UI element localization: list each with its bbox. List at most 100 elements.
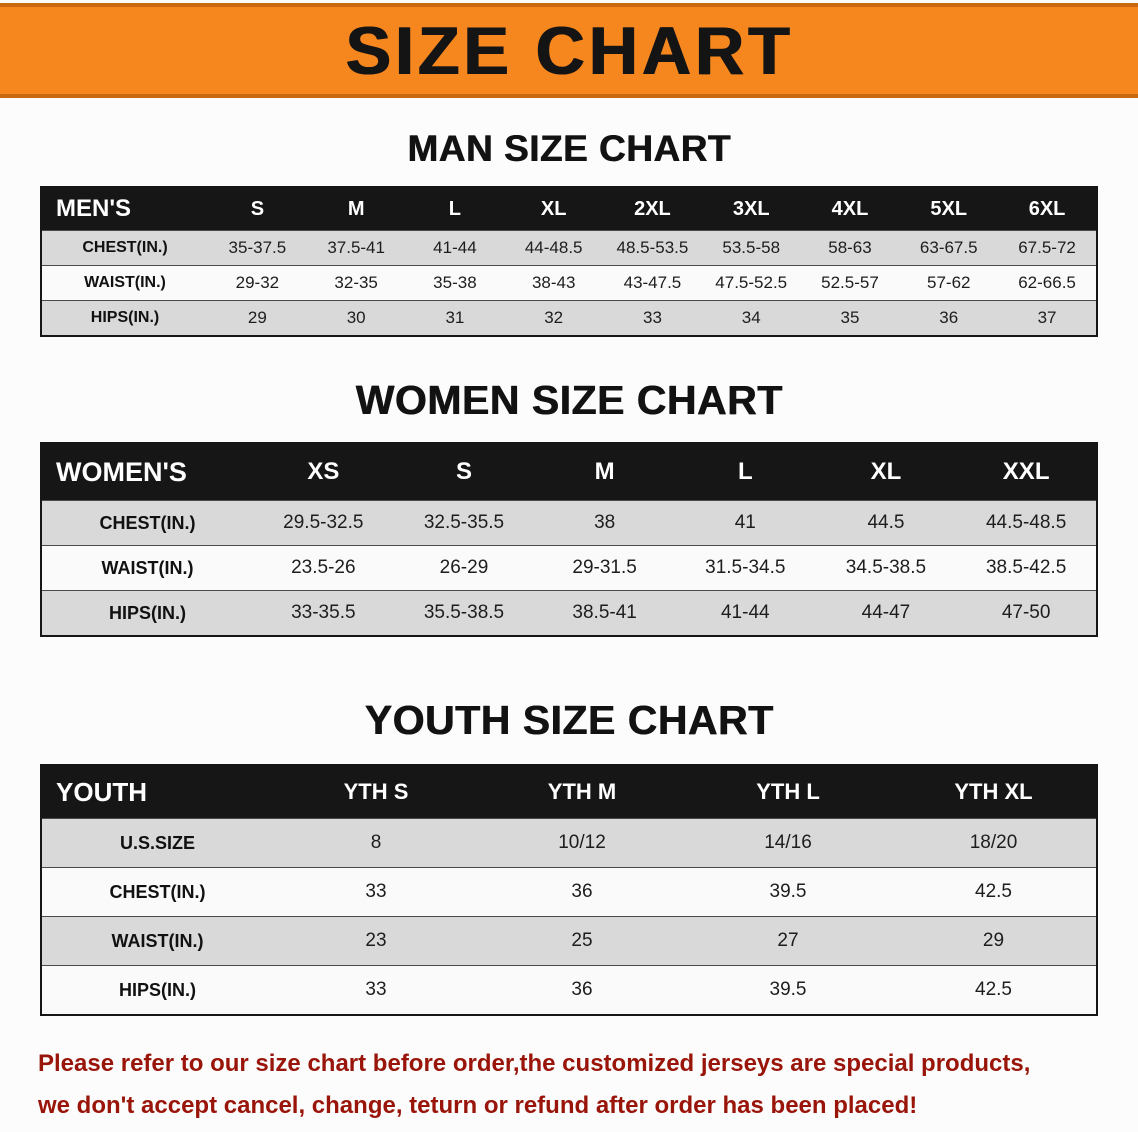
size-value: 47-50 [956,590,1097,636]
col-header: YTH M [547,779,617,804]
youth-section-heading: YOUTH SIZE CHART [364,697,774,743]
footer-warning-line2: we don't accept cancel, change, teturn o… [38,1092,918,1119]
size-value: 36 [479,867,685,917]
row-label: CHEST(IN.) [41,230,208,266]
size-value: 33-35.5 [253,590,394,636]
size-value: 23.5-26 [253,545,394,591]
table-header-row: MEN'S S M L XL 2XL 3XL 4XL 5XL 6XL [41,187,1097,231]
size-value: 41-44 [405,230,505,266]
table-row: WAIST(IN.) 29-32 32-35 35-38 38-43 43-47… [41,265,1097,301]
size-value: 57-62 [899,265,999,301]
size-value: 8 [273,818,479,868]
col-header: XXL [1002,458,1050,485]
row-label: CHEST(IN.) [41,867,273,917]
row-label: WAIST(IN.) [41,545,253,591]
table-row: HIPS(IN.) 33-35.5 35.5-38.5 38.5-41 41-4… [41,590,1097,636]
size-value: 29 [891,916,1097,966]
size-value: 39.5 [685,965,891,1015]
size-value: 39.5 [685,867,891,917]
size-value: 42.5 [891,965,1097,1015]
women-section: WOMEN SIZE CHART WOMEN'S XS S M L XL XXL… [0,377,1138,637]
row-label: HIPS(IN.) [41,300,208,336]
women-size-table: WOMEN'S XS S M L XL XXL CHEST(IN.) 29.5-… [40,442,1098,637]
col-header: YTH S [343,779,409,804]
size-value: 29.5-32.5 [253,500,394,546]
men-table-title: MEN'S [56,195,132,222]
size-value: 30 [306,300,406,336]
banner: SIZE CHART [0,3,1138,98]
size-value: 44.5-48.5 [956,500,1097,546]
col-header: XS [307,458,340,485]
table-header-row: WOMEN'S XS S M L XL XXL [41,443,1097,501]
size-value: 29-32 [208,265,307,301]
size-value: 36 [479,965,685,1015]
size-value: 35.5-38.5 [393,590,535,636]
size-value: 14/16 [685,818,891,868]
page-title: SIZE CHART [345,12,793,89]
row-label: HIPS(IN.) [41,590,253,636]
col-header: M [347,197,365,220]
table-row: CHEST(IN.) 29.5-32.5 32.5-35.5 38 41 44.… [41,500,1097,546]
size-value: 23 [273,916,479,966]
size-value: 37.5-41 [306,230,406,266]
size-value: 43-47.5 [603,265,702,301]
size-value: 52.5-57 [800,265,900,301]
table-row: CHEST(IN.) 35-37.5 37.5-41 41-44 44-48.5… [41,230,1097,266]
size-value: 33 [603,300,702,336]
row-label: WAIST(IN.) [41,265,208,301]
size-value: 44-48.5 [504,230,604,266]
women-section-heading: WOMEN SIZE CHART [355,377,783,423]
col-header: XL [870,458,902,485]
size-value: 34.5-38.5 [815,545,957,591]
col-header: YTH L [756,779,820,804]
size-value: 38 [534,500,675,546]
footer-warning: Please refer to our size chart before or… [0,1050,1138,1120]
row-label: HIPS(IN.) [41,965,273,1015]
col-header: YTH XL [954,779,1033,804]
table-row: WAIST(IN.) 23.5-26 26-29 29-31.5 31.5-34… [41,545,1097,591]
table-row: U.S.SIZE 8 10/12 14/16 18/20 [41,818,1097,868]
size-value: 53.5-58 [701,230,801,266]
footer-warning-line1: Please refer to our size chart before or… [38,1050,1031,1077]
size-value: 41 [674,500,816,546]
col-header: S [455,458,472,485]
size-value: 38.5-41 [534,590,675,636]
row-label: CHEST(IN.) [41,500,253,546]
size-value: 44.5 [815,500,957,546]
men-size-table: MEN'S S M L XL 2XL 3XL 4XL 5XL 6XL CHEST… [40,186,1098,337]
size-value: 36 [899,300,999,336]
col-header: L [737,458,753,485]
col-header: 6XL [1028,197,1066,220]
col-header: 4XL [831,197,869,220]
size-value: 58-63 [800,230,900,266]
row-label: U.S.SIZE [41,818,273,868]
col-header: S [250,197,265,220]
men-section-heading: MAN SIZE CHART [407,128,731,169]
size-value: 31 [405,300,505,336]
col-header: L [448,197,462,220]
size-value: 29 [208,300,307,336]
size-value: 67.5-72 [998,230,1097,266]
col-header: M [594,458,615,485]
size-value: 10/12 [479,818,685,868]
row-label: WAIST(IN.) [41,916,273,966]
table-row: HIPS(IN.) 29 30 31 32 33 34 35 36 37 [41,300,1097,336]
size-value: 38.5-42.5 [956,545,1097,591]
women-table-title: WOMEN'S [56,456,187,487]
size-value: 42.5 [891,867,1097,917]
size-value: 31.5-34.5 [674,545,816,591]
size-value: 63-67.5 [899,230,999,266]
size-value: 32 [504,300,604,336]
size-value: 33 [273,965,479,1015]
size-value: 33 [273,867,479,917]
size-value: 35-37.5 [208,230,307,266]
youth-table-title: YOUTH [56,776,147,807]
col-header: 2XL [634,197,671,220]
youth-section: YOUTH SIZE CHART YOUTH YTH S YTH M YTH L… [0,697,1138,1016]
size-value: 25 [479,916,685,966]
size-value: 44-47 [815,590,957,636]
size-value: 37 [998,300,1097,336]
size-value: 62-66.5 [998,265,1097,301]
size-value: 34 [701,300,801,336]
